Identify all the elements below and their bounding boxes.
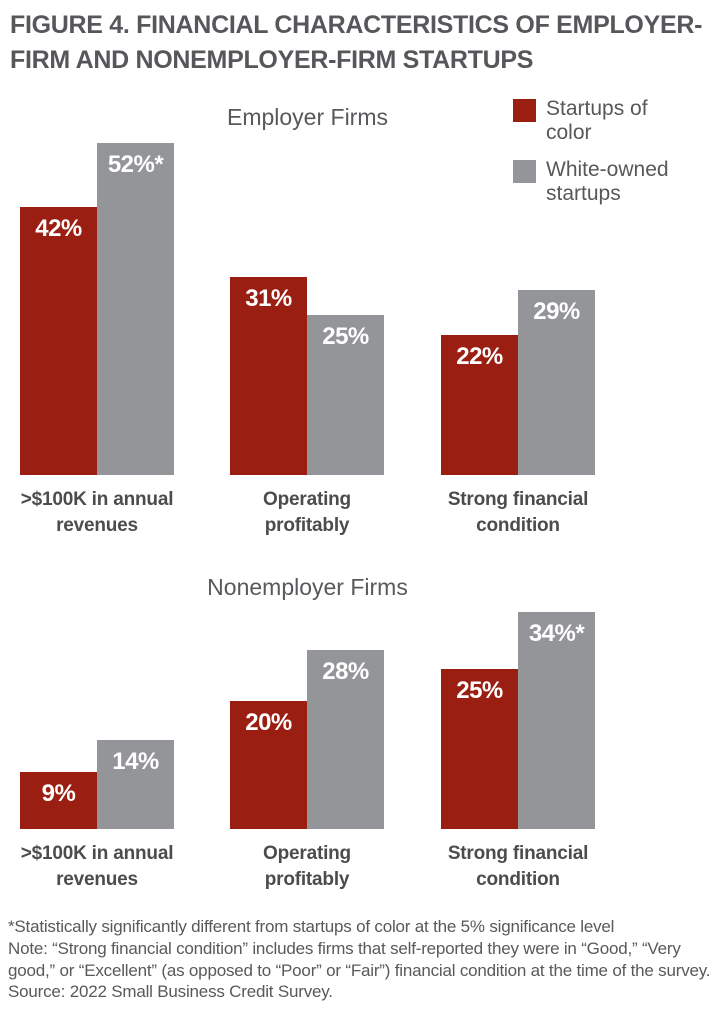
- bar-value-label: 14%: [112, 748, 159, 775]
- bar-employer-firms-100k-in-annual-revenues-white-owned-startups: 52%*: [97, 143, 174, 475]
- category-label-nonemployer-firms-100k-in-annual-revenues: >$100K in annual revenues: [20, 843, 174, 890]
- bar-value-label: 20%: [245, 709, 292, 736]
- legend-item-white-owned-startups: White-owned startups: [513, 158, 696, 205]
- bar-nonemployer-firms-100k-in-annual-revenues-white-owned-startups: 14%: [97, 740, 174, 829]
- definition-note: Note: “Strong financial condition” inclu…: [8, 938, 711, 980]
- bar-nonemployer-firms-operating-profitably-startups-of-color: 20%: [230, 701, 307, 829]
- bar-value-label: 31%: [245, 285, 292, 312]
- gray-square-swatch-icon: [513, 160, 536, 184]
- figure-title-line-1: FIGURE 4. FINANCIAL CHARACTERISTICS OF E…: [10, 11, 703, 39]
- bar-employer-firms-operating-profitably-white-owned-startups: 25%: [307, 315, 384, 475]
- bar-nonemployer-firms-operating-profitably-white-owned-startups: 28%: [307, 650, 384, 829]
- bar-value-label: 34%*: [528, 620, 585, 647]
- chart-legend: Startups of color White-owned startups: [513, 97, 696, 205]
- figure-notes: *Statistically significantly different f…: [8, 916, 714, 1003]
- legend-item-startups-of-color: Startups of color: [513, 97, 696, 144]
- legend-label-startups-of-color: Startups of color: [546, 97, 648, 144]
- category-label-nonemployer-firms-operating-profitably: Operating profitably: [263, 843, 351, 890]
- bar-value-label: 25%: [456, 677, 503, 704]
- bar-nonemployer-firms-100k-in-annual-revenues-startups-of-color: 9%: [20, 772, 97, 829]
- significance-footnote: *Statistically significantly different f…: [8, 917, 615, 936]
- bar-value-label: 9%: [41, 780, 76, 807]
- bar-employer-firms-100k-in-annual-revenues-startups-of-color: 42%: [20, 207, 97, 475]
- bar-nonemployer-firms-strong-financial-condition-white-owned-startups: 34%*: [518, 612, 595, 829]
- bar-value-label: 42%: [35, 215, 82, 242]
- bar-employer-firms-strong-financial-condition-white-owned-startups: 29%: [518, 290, 595, 475]
- category-label-nonemployer-firms-strong-financial-condition: Strong financial condition: [447, 843, 589, 890]
- chart-title-nonemployer-firms: Nonemployer Firms: [207, 574, 408, 600]
- category-label-employer-firms-100k-in-annual-revenues: >$100K in annual revenues: [20, 489, 174, 536]
- category-label-employer-firms-strong-financial-condition: Strong financial condition: [447, 489, 589, 536]
- bar-nonemployer-firms-strong-financial-condition-startups-of-color: 25%: [441, 669, 518, 829]
- bar-value-label: 25%: [322, 323, 369, 350]
- figure-title-line-2: FIRM AND NONEMPLOYER-FIRM STARTUPS: [10, 45, 534, 74]
- bar-value-label: 22%: [456, 343, 503, 370]
- bar-employer-firms-strong-financial-condition-startups-of-color: 22%: [441, 335, 518, 475]
- category-label-employer-firms-operating-profitably: Operating profitably: [263, 489, 351, 536]
- bar-employer-firms-operating-profitably-startups-of-color: 31%: [230, 277, 307, 475]
- bar-value-label: 28%: [322, 658, 369, 685]
- red-square-swatch-icon: [513, 99, 536, 122]
- legend-label-white-owned-startups: White-owned startups: [546, 158, 669, 205]
- source-note: Source: 2022 Small Business Credit Surve…: [8, 982, 333, 1002]
- figure-title: FIGURE 4. FINANCIAL CHARACTERISTICS OF E…: [10, 8, 710, 77]
- bar-value-label: 29%: [533, 298, 580, 325]
- bar-value-label: 52%*: [107, 151, 164, 178]
- chart-title-employer-firms: Employer Firms: [226, 104, 388, 130]
